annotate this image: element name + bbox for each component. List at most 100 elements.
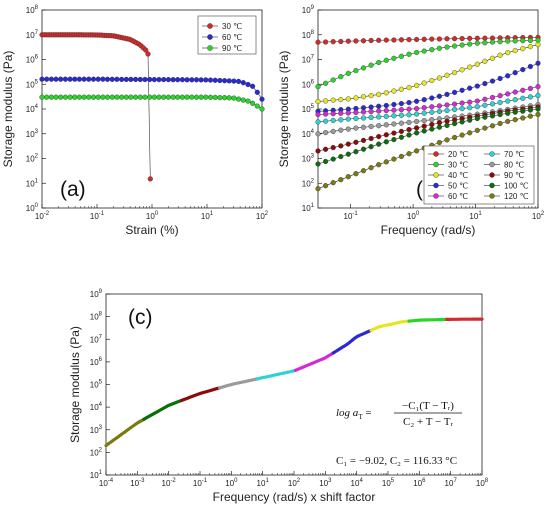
legend-label: 20 ℃ <box>448 150 468 159</box>
data-point <box>512 109 518 115</box>
data-point <box>353 139 359 145</box>
data-point <box>151 94 157 100</box>
x-tick-label: 10-3 <box>130 478 145 488</box>
x-tick-label: 10-2 <box>162 478 177 488</box>
data-point <box>81 94 87 100</box>
data-point <box>360 124 367 130</box>
data-point <box>376 141 382 147</box>
x-tick-label: 108 <box>476 478 489 488</box>
data-point <box>527 43 534 50</box>
data-point <box>323 146 329 152</box>
data-point <box>147 94 153 100</box>
data-point <box>353 95 359 101</box>
x-tick-label: 100 <box>225 478 238 488</box>
x-tick-label: 102 <box>288 478 301 488</box>
x-tick-label: 102 <box>256 211 269 221</box>
data-point <box>250 83 256 89</box>
data-point <box>383 159 389 165</box>
data-point <box>368 92 374 99</box>
data-point <box>452 106 458 113</box>
y-axis-label: Storage modulus (Pa) <box>277 51 291 168</box>
data-point <box>376 59 382 66</box>
data-point <box>497 52 503 58</box>
data-point <box>527 107 534 113</box>
master-curve-segment <box>180 386 222 402</box>
data-point <box>512 89 518 95</box>
legend-marker <box>489 161 495 168</box>
data-point <box>338 110 344 116</box>
data-point <box>203 94 209 100</box>
data-point <box>429 77 435 84</box>
data-point <box>489 39 496 45</box>
data-point <box>58 94 64 100</box>
data-point <box>406 119 412 126</box>
master-curve-segment <box>407 317 449 323</box>
data-point <box>512 117 518 123</box>
data-point <box>145 51 151 57</box>
data-point <box>421 105 427 111</box>
data-point <box>391 113 397 119</box>
data-point <box>123 76 129 83</box>
data-point <box>527 113 534 119</box>
data-point <box>383 90 389 96</box>
data-point <box>39 76 45 82</box>
data-point <box>353 171 359 177</box>
data-point <box>414 125 420 131</box>
data-point <box>436 124 443 130</box>
data-point <box>398 120 405 126</box>
data-point <box>414 148 420 154</box>
data-point <box>406 127 412 133</box>
y-tick-label: 102 <box>26 154 39 164</box>
y-tick-label: 104 <box>26 104 39 114</box>
data-point <box>156 94 162 100</box>
series-100C <box>315 106 541 167</box>
data-point <box>444 137 450 143</box>
equation-lhs: log aT = <box>336 407 372 421</box>
data-point <box>48 76 55 82</box>
y-tick-label: 106 <box>26 55 39 65</box>
data-point <box>535 106 541 112</box>
data-point <box>467 85 473 91</box>
legend-label: 70 ℃ <box>504 150 524 159</box>
data-point <box>123 94 129 100</box>
data-point <box>330 111 336 117</box>
data-point <box>114 94 120 100</box>
data-point <box>100 76 106 82</box>
data-point <box>376 114 382 120</box>
data-point <box>207 94 214 100</box>
data-point <box>376 134 382 140</box>
data-point <box>391 130 397 136</box>
data-point <box>62 76 69 82</box>
data-point <box>217 77 223 84</box>
data-point <box>489 113 496 119</box>
data-point <box>170 77 176 83</box>
x-axis-label: Strain (%) <box>125 223 178 237</box>
y-axis-label: Storage modulus (Pa) <box>1 51 15 168</box>
data-point <box>226 78 232 84</box>
data-point <box>137 76 143 83</box>
y-tick-label: 109 <box>302 5 315 15</box>
data-point <box>452 36 458 42</box>
data-point <box>436 120 443 126</box>
legend-marker <box>433 151 439 157</box>
data-point <box>189 94 195 100</box>
data-point <box>86 76 92 82</box>
y-axis-label: Storage modulus (Pa) <box>68 326 82 443</box>
y-tick-label: 104 <box>302 129 315 139</box>
data-point <box>151 76 157 83</box>
data-point <box>76 94 83 100</box>
data-point <box>315 39 321 45</box>
data-point <box>474 40 480 46</box>
data-point <box>142 94 148 100</box>
legend-marker <box>207 34 213 40</box>
data-point <box>527 85 534 92</box>
data-point <box>323 98 329 104</box>
data-point <box>58 76 64 82</box>
data-point <box>345 126 351 132</box>
x-axis-label: Frequency (rad/s) <box>381 223 476 237</box>
data-point <box>67 94 73 100</box>
data-point <box>345 96 351 102</box>
data-point <box>414 82 420 89</box>
series-90C <box>39 94 265 112</box>
data-point <box>391 121 397 127</box>
